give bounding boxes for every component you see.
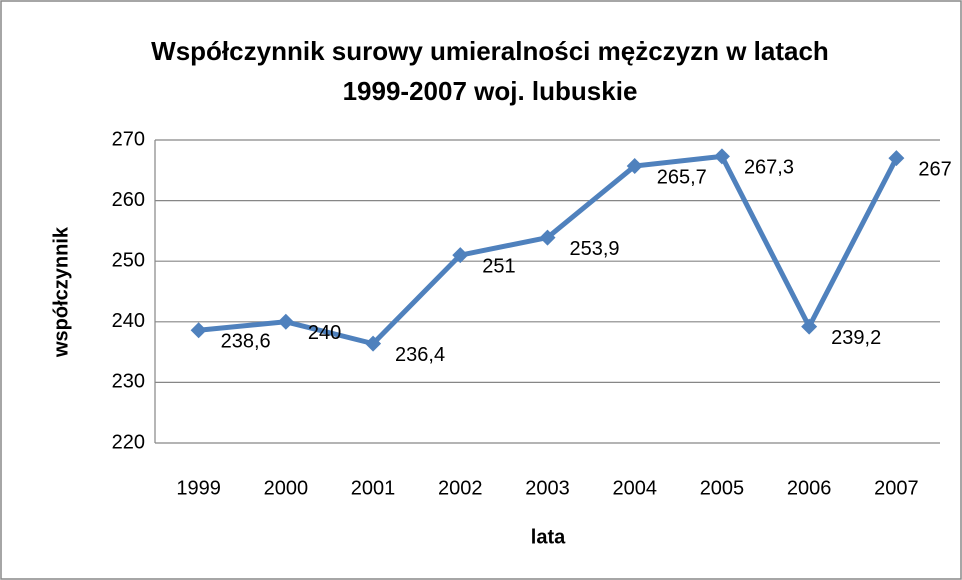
- point-marker: [888, 150, 905, 167]
- x-tick-label: 2002: [438, 477, 483, 499]
- y-tick-label: 250: [112, 249, 145, 271]
- y-tick-label: 230: [112, 371, 145, 393]
- x-tick-label: 2003: [525, 477, 570, 499]
- data-label: 236,4: [395, 344, 445, 366]
- chart-title-line: Współczynnik surowy umieralności mężczyz…: [151, 36, 829, 66]
- data-label: 267,3: [744, 157, 794, 179]
- point-marker: [801, 318, 818, 335]
- point-marker: [452, 247, 469, 264]
- x-axis-title: lata: [531, 526, 566, 548]
- chart-title-line: 1999-2007 woj. lubuskie: [343, 76, 638, 106]
- x-tick-label: 1999: [176, 477, 221, 499]
- y-tick-label: 220: [112, 431, 145, 453]
- point-marker: [277, 313, 294, 330]
- x-tick-label: 2000: [264, 477, 309, 499]
- x-tick-label: 2007: [874, 477, 919, 499]
- y-axis-title: współczynnik: [50, 226, 72, 358]
- x-tick-label: 2001: [351, 477, 396, 499]
- data-label: 238,6: [221, 331, 271, 353]
- y-tick-label: 240: [112, 310, 145, 332]
- y-tick-label: 270: [112, 128, 145, 150]
- data-label: 267: [918, 158, 951, 180]
- y-tick-label: 260: [112, 189, 145, 211]
- point-marker: [713, 148, 730, 165]
- data-label: 265,7: [657, 166, 707, 188]
- point-marker: [539, 229, 556, 246]
- point-marker: [626, 158, 643, 175]
- data-label: 253,9: [570, 238, 620, 260]
- point-marker: [365, 335, 382, 352]
- point-marker: [190, 322, 207, 339]
- x-tick-label: 2006: [787, 477, 832, 499]
- data-label: 240: [308, 322, 341, 344]
- data-label: 239,2: [831, 327, 881, 349]
- x-tick-label: 2005: [700, 477, 745, 499]
- x-tick-label: 2004: [612, 477, 657, 499]
- data-label: 251: [482, 255, 515, 277]
